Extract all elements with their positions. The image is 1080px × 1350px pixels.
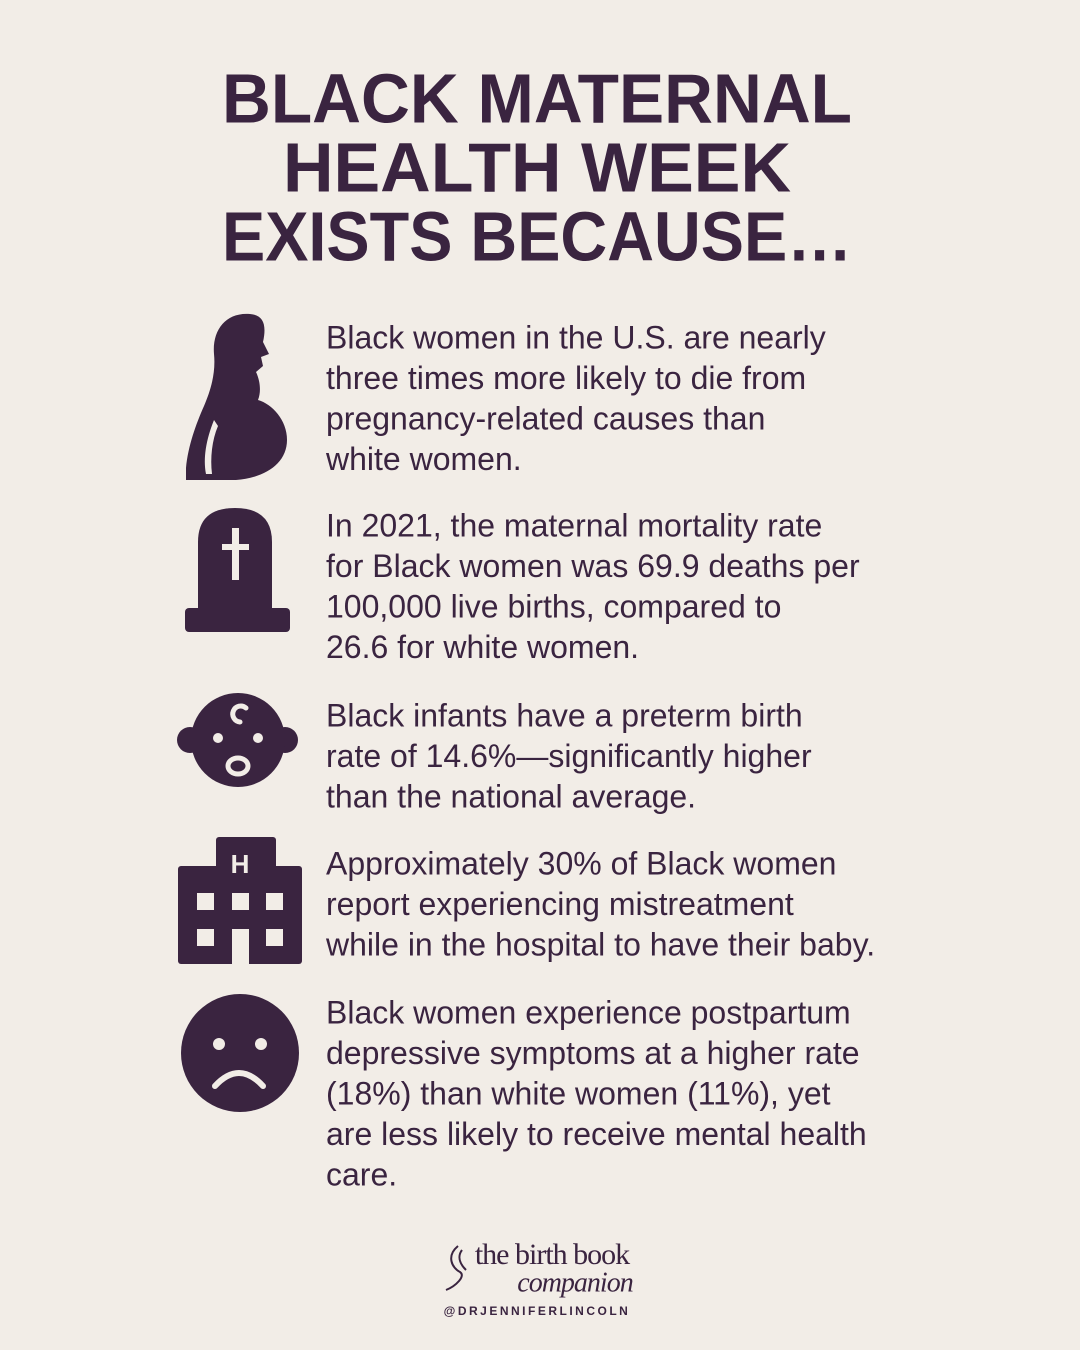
item-text-line: three times more likely to die from	[326, 360, 806, 396]
item-text-line: Black infants have a preterm birth	[326, 697, 803, 733]
brand-line1: the birth book	[475, 1238, 630, 1271]
item-text-line: Approximately 30% of Black women	[326, 845, 836, 881]
item-text-line: depressive symptoms at a higher rate	[326, 1035, 860, 1071]
item-text-line: rate of 14.6%—significantly higher	[326, 738, 812, 774]
pregnant-icon	[186, 313, 287, 480]
item-text-line: 26.6 for white women.	[326, 629, 639, 665]
brand-mark	[445, 1245, 467, 1291]
item-text-line: than the national average.	[326, 778, 696, 814]
title-line: BLACK MATERNAL	[222, 59, 852, 137]
tombstone-icon	[185, 508, 290, 632]
item-text-line: Black women experience postpartum	[326, 994, 851, 1030]
item-text-line: for Black women was 69.9 deaths per	[326, 548, 860, 584]
item-text-line: report experiencing mistreatment	[326, 886, 794, 922]
sad-face-icon	[181, 994, 299, 1112]
item-text-line: 100,000 live births, compared to	[326, 588, 781, 624]
item-text-line: are less likely to receive mental health	[326, 1116, 867, 1152]
hospital-icon: H	[178, 837, 302, 964]
item-text-line: while in the hospital to have their baby…	[325, 926, 875, 962]
item-text-line: Black women in the U.S. are nearly	[326, 319, 826, 355]
item-text-line: care.	[326, 1156, 397, 1192]
title-line: EXISTS BECAUSE…	[222, 197, 852, 275]
item-text-line: (18%) than white women (11%), yet	[326, 1075, 831, 1111]
brand-line2: companion	[517, 1267, 632, 1298]
handle: @DRJENNIFERLINCOLN	[444, 1304, 631, 1318]
item-text-line: white women.	[325, 441, 522, 477]
item-text-line: In 2021, the maternal mortality rate	[326, 507, 822, 543]
svg-text:H: H	[231, 849, 250, 879]
item-text-line: pregnancy-related causes than	[326, 400, 765, 436]
baby-icon	[177, 693, 298, 787]
title-line: HEALTH WEEK	[283, 128, 791, 206]
